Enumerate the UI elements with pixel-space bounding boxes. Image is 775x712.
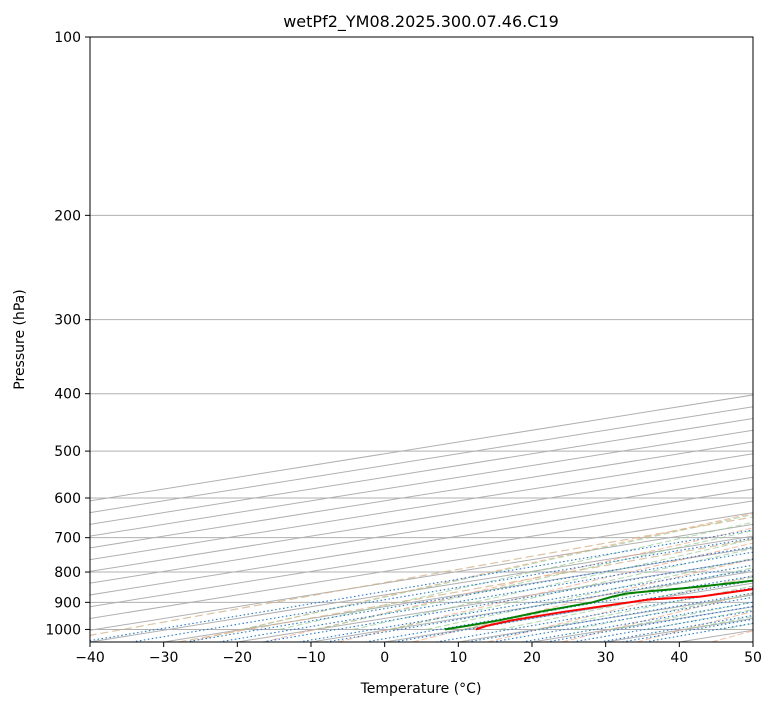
y-axis-label: Pressure (hPa) — [12, 289, 28, 389]
y-tick-label: 200 — [54, 208, 81, 224]
x-tick-label: −30 — [149, 650, 179, 666]
y-tick-label: 700 — [54, 531, 81, 547]
x-tick-label: 0 — [380, 650, 389, 666]
y-tick-label: 100 — [54, 30, 81, 46]
x-axis-label: Temperature (°C) — [360, 681, 482, 697]
y-tick-label: 400 — [54, 387, 81, 403]
y-tick-label: 800 — [54, 565, 81, 581]
x-tick-label: −10 — [296, 650, 326, 666]
y-tick-label: 1000 — [45, 622, 81, 638]
x-tick-label: −20 — [223, 650, 253, 666]
x-tick-label: 40 — [670, 650, 688, 666]
y-tick-label: 900 — [54, 595, 81, 611]
y-tick-label: 500 — [54, 444, 81, 460]
y-tick-label: 300 — [54, 313, 81, 329]
x-tick-label: 50 — [744, 650, 762, 666]
y-tick-label: 600 — [54, 491, 81, 507]
x-tick-label: −40 — [75, 650, 105, 666]
chart-title: wetPf2_YM08.2025.300.07.46.C19 — [283, 12, 559, 32]
x-tick-label: 30 — [597, 650, 615, 666]
x-tick-label: 10 — [449, 650, 467, 666]
x-tick-label: 20 — [523, 650, 541, 666]
